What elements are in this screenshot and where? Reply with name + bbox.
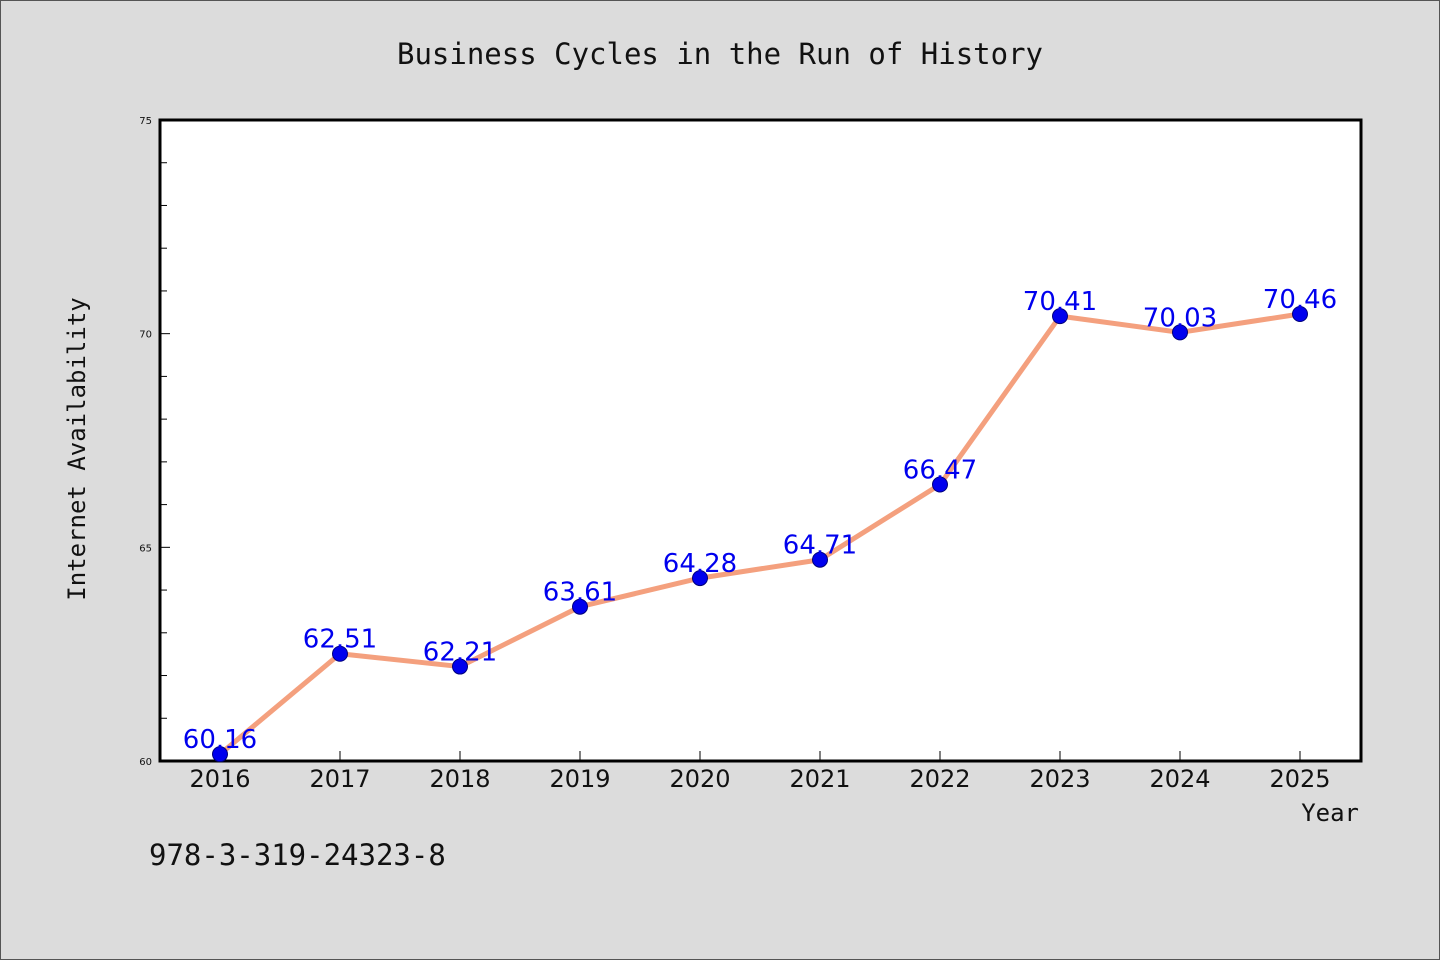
- y-tick-label: 60: [139, 757, 152, 768]
- x-tick-label: 2018: [429, 765, 490, 793]
- isbn-footnote: 978-3-319-24323-8: [149, 838, 446, 872]
- x-tick-label: 2024: [1149, 765, 1210, 793]
- x-tick-label: 2019: [549, 765, 610, 793]
- x-tick-label: 2016: [189, 765, 250, 793]
- data-point: [692, 570, 708, 587]
- data-point: [452, 658, 468, 675]
- data-label: 70.03: [1143, 303, 1217, 333]
- x-tick-label: 2020: [669, 765, 730, 793]
- x-tick-label: 2023: [1029, 765, 1090, 793]
- data-label: 64.71: [783, 531, 857, 561]
- y-tick-label: 75: [139, 116, 152, 127]
- y-axis: 60 65 70 75: [139, 116, 170, 768]
- data-point: [332, 645, 348, 662]
- data-label: 66.47: [903, 456, 977, 486]
- data-point: [1172, 324, 1188, 341]
- data-label: 60.16: [183, 725, 257, 755]
- data-point: [812, 551, 828, 568]
- y-tick-label: 70: [139, 330, 152, 341]
- x-axis-label: Year: [1301, 799, 1359, 827]
- data-label: 62.21: [423, 638, 497, 668]
- data-point: [1292, 306, 1308, 323]
- x-tick-label: 2025: [1269, 765, 1330, 793]
- data-point: [212, 746, 228, 763]
- series-line-group: [212, 306, 1308, 763]
- data-point: [572, 598, 588, 615]
- data-label: 62.51: [303, 625, 377, 655]
- y-tick-label: 65: [139, 543, 152, 554]
- data-label: 63.61: [543, 578, 617, 608]
- y-axis-label: Internet Availability: [63, 297, 91, 600]
- series-line: [217, 311, 1303, 757]
- x-tick-label: 2017: [309, 765, 370, 793]
- x-tick-label: 2022: [909, 765, 970, 793]
- data-point: [1052, 308, 1068, 325]
- data-label-group: 60.16 62.51 62.21 63.61 64.28 64.71 66.47 70.41…: [183, 285, 1337, 755]
- data-point: [932, 476, 948, 493]
- x-tick-label: 2021: [789, 765, 850, 793]
- data-label: 64.28: [663, 549, 737, 579]
- chart-title: Business Cycles in the Run of History: [397, 37, 1043, 71]
- data-label: 70.41: [1023, 287, 1097, 317]
- data-label: 70.46: [1263, 285, 1337, 315]
- x-axis: 2016 2017 2018 2019 2020 2021 2022 2023 2024 2025: [189, 751, 1331, 793]
- plot-area: [158, 118, 1363, 763]
